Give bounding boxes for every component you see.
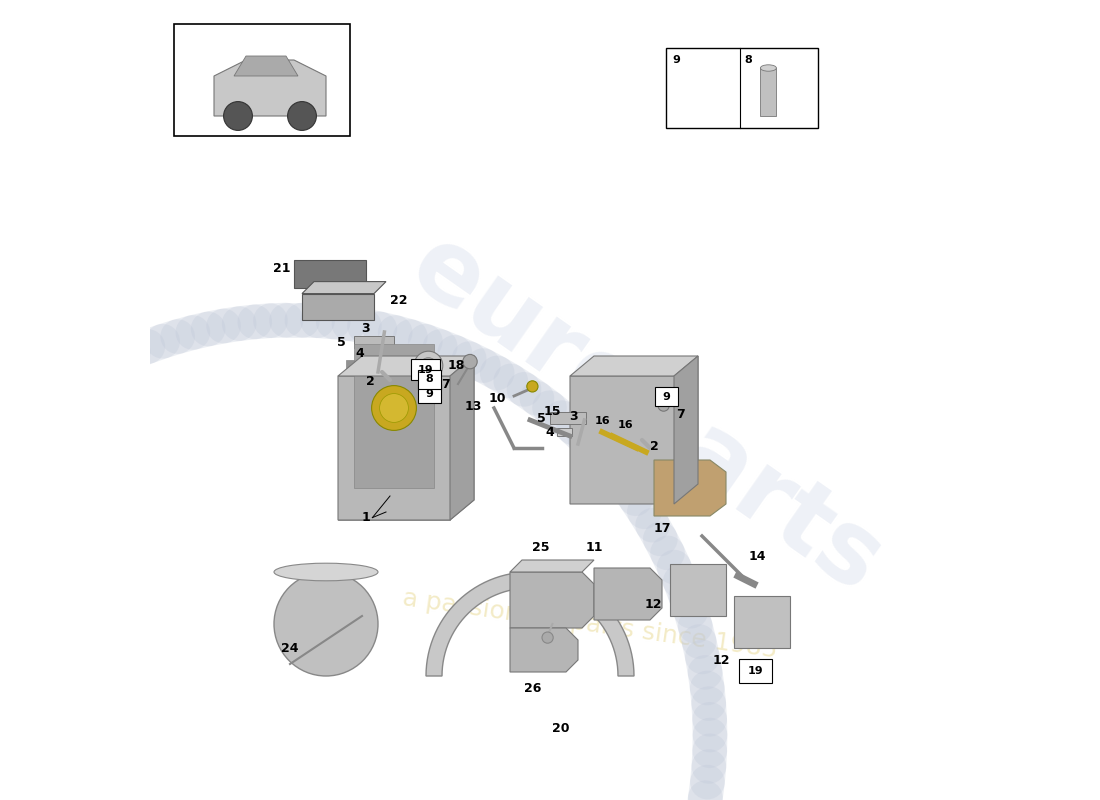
Text: 14: 14 <box>748 550 766 562</box>
Text: 13: 13 <box>464 400 482 413</box>
Polygon shape <box>674 356 698 504</box>
Text: 1: 1 <box>361 511 370 524</box>
Text: 5: 5 <box>537 412 546 425</box>
Bar <box>354 344 434 488</box>
Bar <box>734 596 790 648</box>
Bar <box>302 294 374 320</box>
Circle shape <box>542 632 553 643</box>
Text: 8: 8 <box>426 374 433 384</box>
Polygon shape <box>550 412 586 424</box>
Text: 15: 15 <box>543 406 561 418</box>
Text: 25: 25 <box>531 541 549 554</box>
Text: 21: 21 <box>273 262 290 274</box>
Text: 16: 16 <box>594 416 609 426</box>
Text: 12: 12 <box>713 654 730 666</box>
Polygon shape <box>214 60 326 116</box>
Text: 3: 3 <box>362 322 371 334</box>
Circle shape <box>379 394 408 422</box>
Text: 7: 7 <box>441 378 450 390</box>
Polygon shape <box>686 76 730 116</box>
Text: europarts: europarts <box>392 218 900 614</box>
Text: 22: 22 <box>390 294 407 306</box>
Polygon shape <box>234 56 298 76</box>
Polygon shape <box>730 66 740 116</box>
Text: 17: 17 <box>653 522 671 534</box>
Text: 7: 7 <box>676 408 685 421</box>
Text: 5: 5 <box>338 336 346 349</box>
Polygon shape <box>426 572 634 676</box>
Polygon shape <box>760 68 777 116</box>
Circle shape <box>287 102 317 130</box>
Polygon shape <box>338 356 474 376</box>
Polygon shape <box>510 572 594 628</box>
Polygon shape <box>338 356 474 520</box>
Polygon shape <box>570 356 698 376</box>
Bar <box>666 48 818 128</box>
Circle shape <box>463 354 477 369</box>
FancyBboxPatch shape <box>410 359 440 380</box>
Text: 11: 11 <box>585 541 603 554</box>
Text: 24: 24 <box>280 642 298 654</box>
Text: 9: 9 <box>662 392 670 402</box>
Bar <box>294 260 366 288</box>
Text: 26: 26 <box>524 682 541 694</box>
Text: 10: 10 <box>488 392 506 405</box>
Text: 3: 3 <box>570 410 579 422</box>
Polygon shape <box>368 350 386 358</box>
Text: 4: 4 <box>355 347 364 360</box>
Text: 9: 9 <box>426 389 433 398</box>
Polygon shape <box>302 282 386 294</box>
Circle shape <box>527 381 538 392</box>
FancyBboxPatch shape <box>418 370 441 389</box>
Text: 19: 19 <box>417 365 433 374</box>
FancyBboxPatch shape <box>654 387 678 406</box>
Text: 2: 2 <box>365 375 374 388</box>
Polygon shape <box>594 568 662 620</box>
Text: 18: 18 <box>448 359 465 372</box>
Polygon shape <box>686 66 740 76</box>
Text: 8: 8 <box>745 55 752 65</box>
Text: a passion for parts since 1985: a passion for parts since 1985 <box>402 586 779 662</box>
Polygon shape <box>510 628 578 672</box>
Circle shape <box>420 358 437 374</box>
Bar <box>346 360 442 504</box>
Circle shape <box>274 572 378 676</box>
FancyBboxPatch shape <box>418 384 441 403</box>
Circle shape <box>414 351 443 380</box>
Bar <box>670 564 726 616</box>
Polygon shape <box>558 428 572 436</box>
Circle shape <box>223 102 252 130</box>
Text: 19: 19 <box>748 666 763 676</box>
Polygon shape <box>450 356 474 520</box>
Polygon shape <box>354 336 394 348</box>
Polygon shape <box>654 460 726 516</box>
Circle shape <box>658 400 669 411</box>
Text: 16: 16 <box>617 421 632 430</box>
Text: 2: 2 <box>650 440 659 453</box>
Ellipse shape <box>760 65 777 71</box>
Bar <box>174 24 350 136</box>
Polygon shape <box>570 356 698 504</box>
Text: 4: 4 <box>546 426 554 438</box>
FancyBboxPatch shape <box>739 659 772 683</box>
Text: 12: 12 <box>645 598 662 610</box>
Text: 20: 20 <box>552 722 569 734</box>
Polygon shape <box>510 560 594 572</box>
Bar <box>338 376 450 520</box>
Circle shape <box>372 386 417 430</box>
Ellipse shape <box>274 563 378 581</box>
Text: 9: 9 <box>672 55 680 65</box>
